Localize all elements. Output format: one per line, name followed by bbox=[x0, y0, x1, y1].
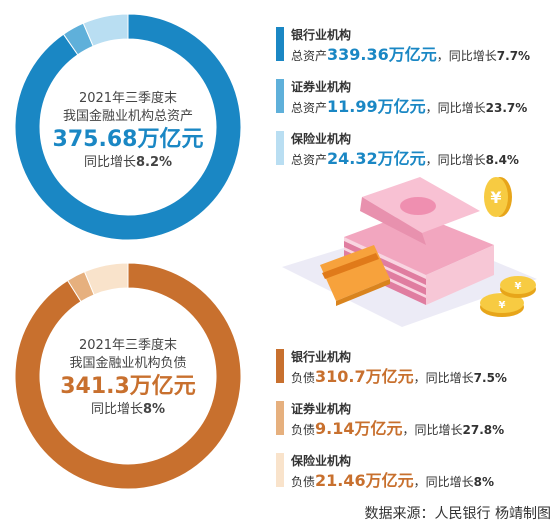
assets-donut-chart bbox=[14, 13, 242, 241]
liabilities-center-label: 2021年三季度末 我国金融业机构负债 341.3万亿元 同比增长8% bbox=[13, 337, 243, 419]
liabilities-legend-growth-insurance: 8% bbox=[473, 475, 495, 489]
liabilities-legend-growth-securities: 27.8% bbox=[462, 423, 505, 437]
assets-center-label: 2021年三季度末 我国金融业机构总资产 375.68万亿元 同比增长8.2% bbox=[13, 90, 243, 172]
assets-slice-bank bbox=[14, 13, 242, 241]
assets-legend-item-securities: 证券业机构 总资产11.99万亿元，同比增长23.7% bbox=[276, 78, 556, 130]
liabilities-center-line1: 2021年三季度末 bbox=[78, 338, 178, 353]
liabilities-legend-swatch-bank bbox=[276, 349, 284, 383]
svg-text:¥: ¥ bbox=[490, 188, 501, 207]
liabilities-legend-value-insurance: 负债21.46万亿元，同比增长8% bbox=[291, 467, 494, 491]
assets-legend-swatch-insurance bbox=[276, 131, 284, 165]
liabilities-legend-item-securities: 证券业机构 负债9.14万亿元，同比增长27.8% bbox=[276, 400, 556, 452]
liabilities-legend-growth-bank: 7.5% bbox=[473, 371, 507, 385]
liabilities-legend-swatch-insurance bbox=[276, 453, 284, 487]
liabilities-legend-growth-prefix-bank: ，同比增长 bbox=[413, 371, 474, 385]
assets-legend-growth-insurance: 8.4% bbox=[485, 153, 519, 167]
liabilities-total: 341.3万亿元 bbox=[60, 374, 196, 399]
assets-legend-swatch-securities bbox=[276, 79, 284, 113]
liabilities-legend-item-bank: 银行业机构 负债310.7万亿元，同比增长7.5% bbox=[276, 348, 556, 400]
assets-legend-growth-securities: 23.7% bbox=[485, 101, 528, 115]
assets-legend-title-insurance: 保险业机构 bbox=[291, 132, 352, 146]
liabilities-legend-value-securities: 负债9.14万亿元，同比增长27.8% bbox=[291, 415, 504, 439]
assets-legend-item-bank: 银行业机构 总资产339.36万亿元，同比增长7.7% bbox=[276, 26, 556, 78]
assets-legend-prefix-securities: 总资产 bbox=[291, 101, 328, 115]
assets-legend-title-securities: 证券业机构 bbox=[291, 80, 352, 94]
svg-text:¥: ¥ bbox=[499, 300, 506, 311]
liabilities-growth-prefix: 同比增长 bbox=[90, 402, 143, 417]
assets-legend-number-securities: 11.99万亿元 bbox=[327, 97, 426, 116]
liabilities-legend-growth-prefix-insurance: ，同比增长 bbox=[413, 475, 474, 489]
svg-text:¥: ¥ bbox=[515, 281, 522, 292]
liabilities-legend-swatch-securities bbox=[276, 401, 284, 435]
assets-legend-title-bank: 银行业机构 bbox=[291, 28, 352, 42]
assets-growth-prefix: 同比增长 bbox=[83, 155, 136, 170]
assets-legend-item-insurance: 保险业机构 总资产24.32万亿元，同比增长8.4% bbox=[276, 130, 556, 182]
liabilities-legend-title-insurance: 保险业机构 bbox=[291, 454, 352, 468]
liabilities-legend-value-bank: 负债310.7万亿元，同比增长7.5% bbox=[291, 363, 507, 387]
liabilities-center-line2: 我国金融业机构负债 bbox=[69, 356, 187, 371]
assets-center-line2: 我国金融业机构总资产 bbox=[62, 109, 193, 124]
assets-legend-growth-prefix-securities: ，同比增长 bbox=[425, 101, 486, 115]
assets-legend-value-insurance: 总资产24.32万亿元，同比增长8.4% bbox=[291, 145, 519, 169]
assets-legend-prefix-bank: 总资产 bbox=[291, 49, 328, 63]
assets-legend-number-bank: 339.36万亿元 bbox=[327, 45, 437, 64]
liabilities-growth-value: 8% bbox=[142, 402, 166, 417]
source-credit: 数据来源：人民银行 杨靖制图 bbox=[364, 506, 551, 522]
liabilities-legend-prefix-bank: 负债 bbox=[291, 371, 316, 385]
assets-growth-value: 8.2% bbox=[135, 155, 173, 170]
assets-legend-growth-prefix-bank: ，同比增长 bbox=[436, 49, 497, 63]
assets-legend-prefix-insurance: 总资产 bbox=[291, 153, 328, 167]
assets-legend-value-bank: 总资产339.36万亿元，同比增长7.7% bbox=[291, 41, 530, 65]
assets-slice-insurance bbox=[82, 13, 129, 47]
assets-total: 375.68万亿元 bbox=[52, 127, 204, 152]
liabilities-legend-number-bank: 310.7万亿元 bbox=[315, 367, 414, 386]
money-stack-card-coins-icon: ¥ ¥ ¥ bbox=[282, 177, 537, 327]
liabilities-slice-bank bbox=[14, 262, 242, 490]
liabilities-legend: 银行业机构 负债310.7万亿元，同比增长7.5% 证券业机构 负债9.14万亿… bbox=[276, 348, 556, 504]
liabilities-legend-item-insurance: 保险业机构 负债21.46万亿元，同比增长8% bbox=[276, 452, 556, 504]
assets-legend-swatch-bank bbox=[276, 27, 284, 61]
liabilities-legend-number-securities: 9.14万亿元 bbox=[315, 419, 403, 438]
liabilities-donut-chart bbox=[14, 262, 242, 490]
assets-legend-value-securities: 总资产11.99万亿元，同比增长23.7% bbox=[291, 93, 527, 117]
liabilities-legend-prefix-securities: 负债 bbox=[291, 423, 316, 437]
liabilities-slice-insurance bbox=[83, 262, 129, 296]
assets-growth: 同比增长8.2% bbox=[13, 154, 243, 172]
assets-legend-number-insurance: 24.32万亿元 bbox=[327, 149, 426, 168]
assets-legend-growth-prefix-insurance: ，同比增长 bbox=[425, 153, 486, 167]
liabilities-legend-title-bank: 银行业机构 bbox=[291, 350, 352, 364]
liabilities-legend-growth-prefix-securities: ，同比增长 bbox=[402, 423, 463, 437]
liabilities-growth: 同比增长8% bbox=[13, 401, 243, 419]
liabilities-legend-prefix-insurance: 负债 bbox=[291, 475, 316, 489]
assets-legend: 银行业机构 总资产339.36万亿元，同比增长7.7% 证券业机构 总资产11.… bbox=[276, 26, 556, 182]
assets-center-line1: 2021年三季度末 bbox=[78, 91, 178, 106]
liabilities-legend-title-securities: 证券业机构 bbox=[291, 402, 352, 416]
liabilities-legend-number-insurance: 21.46万亿元 bbox=[315, 471, 414, 490]
assets-legend-growth-bank: 7.7% bbox=[496, 49, 531, 63]
